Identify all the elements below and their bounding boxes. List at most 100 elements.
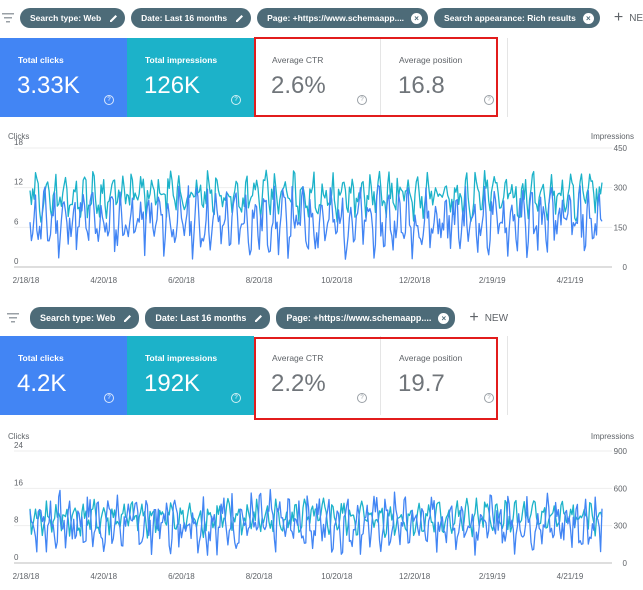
right-tick-label: 150	[614, 223, 628, 232]
filter-chip-search-type[interactable]: Search type: Web	[20, 8, 126, 28]
card-average-position[interactable]: Average position 16.8 ?	[381, 38, 508, 117]
help-icon[interactable]: ?	[104, 95, 114, 105]
card-label: Total clicks	[18, 55, 64, 65]
left-tick-labels: 0 8 16 24	[14, 441, 23, 562]
filter-icon[interactable]	[2, 307, 24, 329]
card-label: Average position	[399, 353, 463, 363]
series-lines	[29, 488, 603, 556]
new-filter-button[interactable]: + NEW	[469, 309, 508, 327]
card-label: Average position	[399, 55, 463, 65]
highlight-box	[254, 337, 498, 420]
right-tick-labels: 0 300 600 900	[614, 447, 628, 568]
x-tick-label: 4/21/19	[557, 276, 584, 285]
performance-chart: Clicks Impressions 0 8 16 24 0 300 600 900 2/1…	[8, 432, 634, 581]
filter-chip-date[interactable]: Date: Last 16 months	[145, 307, 271, 329]
close-circle-icon[interactable]: ×	[438, 312, 450, 324]
left-tick-label: 8	[14, 516, 19, 525]
performance-panel-2: Search type: Web Date: Last 16 months Pa…	[0, 300, 643, 590]
help-icon[interactable]: ?	[357, 95, 367, 105]
close-circle-icon[interactable]: ×	[582, 12, 594, 24]
card-label: Total impressions	[145, 55, 218, 65]
card-label: Average CTR	[272, 55, 324, 65]
card-total-impressions[interactable]: Total impressions 192K ?	[127, 336, 254, 415]
left-tick-label: 0	[14, 257, 19, 266]
card-total-clicks[interactable]: Total clicks 4.2K ?	[0, 336, 127, 415]
x-tick-label: 12/20/18	[399, 276, 431, 285]
left-tick-label: 16	[14, 478, 23, 487]
help-icon[interactable]: ?	[357, 393, 367, 403]
x-tick-label: 6/20/18	[168, 276, 195, 285]
right-tick-label: 300	[614, 184, 628, 193]
right-axis-label: Impressions	[591, 132, 634, 141]
card-value: 4.2K	[17, 370, 67, 397]
filter-chip-page[interactable]: Page: +https://www.schemaapp.... ×	[276, 307, 456, 329]
close-circle-icon[interactable]: ×	[411, 12, 423, 24]
chip-label: Search type: Web	[40, 313, 116, 323]
left-axis-label: Clicks	[8, 132, 29, 141]
left-tick-label: 0	[14, 553, 19, 562]
filter-icon[interactable]	[2, 7, 14, 29]
right-tick-label: 600	[614, 484, 628, 493]
card-total-clicks[interactable]: Total clicks 3.33K ?	[0, 38, 127, 117]
filter-chip-page[interactable]: Page: +https://www.schemaapp.... ×	[257, 8, 429, 28]
left-tick-label: 18	[14, 138, 23, 147]
pencil-icon[interactable]	[108, 13, 119, 24]
x-tick-label: 2/18/18	[13, 572, 40, 581]
plus-icon: +	[469, 309, 479, 326]
series-line-clicks	[29, 488, 603, 556]
right-tick-label: 300	[614, 522, 628, 531]
new-label: NEW	[629, 12, 643, 24]
right-axis-label: Impressions	[591, 432, 634, 441]
plus-icon: +	[613, 9, 624, 26]
right-tick-label: 0	[623, 559, 628, 568]
filter-chip-search-type[interactable]: Search type: Web	[30, 307, 140, 329]
x-tick-labels: 2/18/18 4/20/18 6/20/18 8/20/18 10/20/18 12/2…	[13, 572, 584, 581]
performance-chart: Clicks Impressions 0 6 12 18 0 150 300 450 2/1…	[8, 132, 634, 285]
card-total-impressions[interactable]: Total impressions 126K ?	[127, 38, 254, 117]
card-value: 19.7	[398, 370, 445, 397]
card-label: Total clicks	[18, 353, 64, 363]
help-icon[interactable]: ?	[484, 393, 494, 403]
x-tick-label: 8/20/18	[246, 276, 273, 285]
card-value: 2.2%	[271, 370, 326, 397]
card-value: 192K	[144, 370, 201, 397]
metric-cards: Total clicks 4.2K ? Total impressions 19…	[0, 336, 508, 415]
x-tick-label: 2/19/19	[479, 572, 506, 581]
x-tick-label: 6/20/18	[168, 572, 195, 581]
card-average-position[interactable]: Average position 19.7 ?	[381, 336, 508, 415]
filter-bar: Search type: Web Date: Last 16 months Pa…	[0, 5, 643, 31]
card-value: 3.33K	[17, 72, 80, 99]
left-tick-label: 6	[14, 217, 19, 226]
left-axis-label: Clicks	[8, 432, 29, 441]
filter-chip-date[interactable]: Date: Last 16 months	[131, 8, 252, 28]
left-tick-label: 12	[14, 178, 23, 187]
performance-panel-1: Search type: Web Date: Last 16 months Pa…	[0, 5, 643, 285]
help-icon[interactable]: ?	[484, 95, 494, 105]
new-filter-button[interactable]: + NEW	[614, 9, 643, 27]
right-tick-labels: 0 150 300 450	[614, 144, 628, 272]
help-icon[interactable]: ?	[231, 95, 241, 105]
pencil-icon[interactable]	[253, 313, 264, 324]
chip-label: Search appearance: Rich results	[444, 13, 576, 23]
help-icon[interactable]: ?	[231, 393, 241, 403]
highlight-box	[254, 37, 498, 117]
card-average-ctr[interactable]: Average CTR 2.6% ?	[254, 38, 381, 117]
card-average-ctr[interactable]: Average CTR 2.2% ?	[254, 336, 381, 415]
series-lines	[29, 169, 603, 260]
pencil-icon[interactable]	[234, 13, 245, 24]
x-tick-label: 4/21/19	[557, 572, 584, 581]
filter-chip-search-appearance[interactable]: Search appearance: Rich results ×	[434, 8, 600, 28]
x-tick-labels: 2/18/18 4/20/18 6/20/18 8/20/18 10/20/18 12/2…	[13, 276, 584, 285]
series-line-clicks	[29, 184, 603, 260]
card-value: 126K	[144, 72, 201, 99]
chip-label: Search type: Web	[30, 13, 102, 23]
x-tick-label: 10/20/18	[321, 276, 353, 285]
help-icon[interactable]: ?	[104, 393, 114, 403]
chip-label: Date: Last 16 months	[141, 13, 228, 23]
card-label: Average CTR	[272, 353, 324, 363]
pencil-icon[interactable]	[122, 313, 133, 324]
chip-label: Page: +https://www.schemaapp....	[267, 13, 405, 23]
left-tick-labels: 0 6 12 18	[14, 138, 23, 266]
x-tick-label: 2/18/18	[13, 276, 40, 285]
card-label: Total impressions	[145, 353, 218, 363]
